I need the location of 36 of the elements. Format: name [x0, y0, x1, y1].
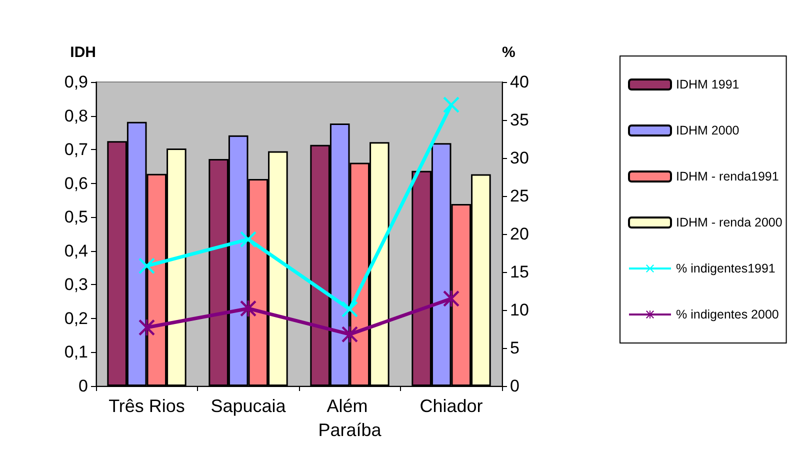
y-tick-label: 0,2 — [64, 308, 88, 328]
y2-tick-label: 20 — [510, 224, 529, 244]
legend-label: IDHM 2000 — [676, 124, 740, 138]
point — [342, 301, 358, 318]
y-tick-label: 0,5 — [64, 208, 88, 227]
y-tick-label: 0,3 — [64, 275, 88, 294]
y-tick-label: 0,6 — [64, 174, 88, 193]
y2-axis-title: % — [502, 44, 516, 61]
x-tick-label: Três Rios — [108, 396, 185, 416]
x-tick-label: Além Paraíba — [318, 396, 382, 440]
y-tick-label: 0,4 — [64, 241, 88, 260]
point — [138, 258, 155, 274]
point — [342, 326, 358, 342]
point — [443, 96, 460, 113]
x-tick-label: Sapucaia — [210, 396, 287, 416]
y2-tick-label: 5 — [510, 338, 520, 358]
legend-label: % indigentes1991 — [676, 262, 776, 276]
y2-tick-label: 40 — [510, 72, 529, 92]
x-tick-label: Chiador — [420, 396, 483, 416]
y-tick-label: 0,1 — [64, 342, 88, 362]
y2-tick-label: 25 — [510, 186, 529, 206]
y2-tick-label: 35 — [510, 110, 529, 130]
legend-label: % indigentes 2000 — [676, 308, 779, 322]
y-tick-label: 0,8 — [64, 106, 88, 126]
y2-tick-label: 0 — [510, 376, 520, 396]
y-tick-label: 0 — [78, 376, 88, 396]
y-tick-label: 0,7 — [64, 140, 88, 160]
y2-tick-label: 10 — [510, 300, 529, 320]
legend-label: IDHM - renda1991 — [676, 170, 779, 184]
y2-tick-label: 30 — [510, 148, 529, 168]
legend-label: IDHM - renda 2000 — [676, 216, 782, 230]
y-axis-title: IDH — [70, 44, 96, 61]
point — [240, 231, 256, 248]
legend-label: IDHM 1991 — [676, 78, 740, 92]
y2-tick-label: 15 — [510, 262, 529, 282]
y-tick-label: 0,9 — [64, 72, 88, 92]
